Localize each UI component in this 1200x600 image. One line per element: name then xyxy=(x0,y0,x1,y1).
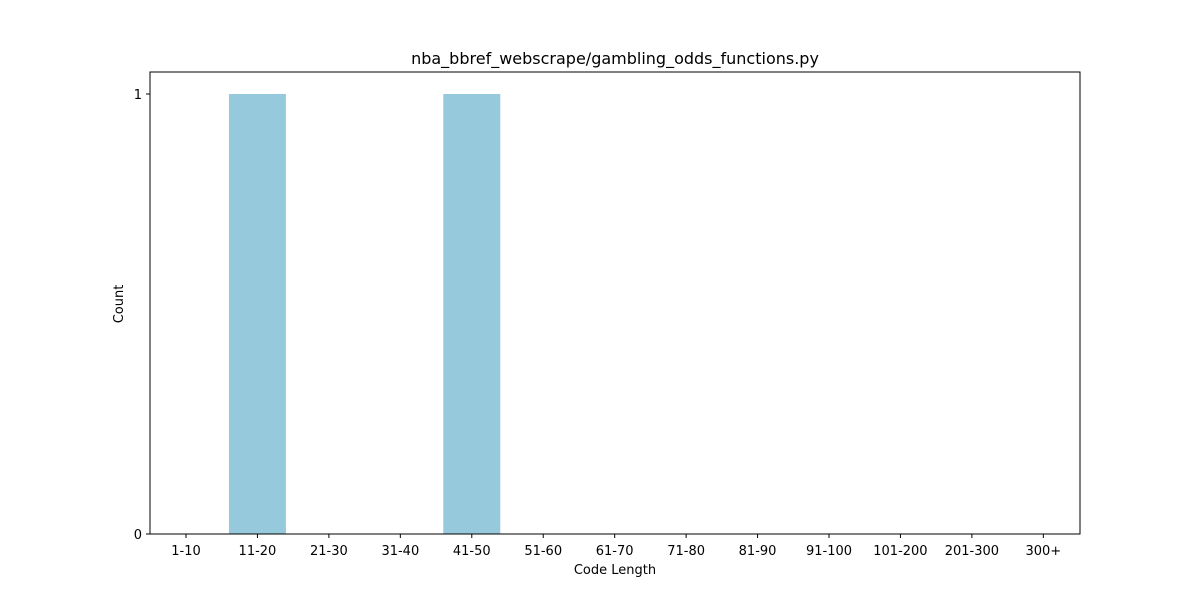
x-tick-label: 101-200 xyxy=(873,544,927,559)
plot-frame xyxy=(149,71,1081,535)
x-tick-label: 1-10 xyxy=(171,544,201,559)
x-axis: 1-10 11-20 21-30 31-40 41-50 51-60 61-70 71-80 8… xyxy=(171,534,1061,559)
y-tick-label: 1 xyxy=(134,88,142,103)
chart-title: nba_bbref_webscrape/gambling_odds_functi… xyxy=(411,49,819,69)
y-tick-label: 0 xyxy=(134,528,142,543)
y-axis-label: Count xyxy=(112,285,127,324)
x-tick-label: 51-60 xyxy=(524,544,562,559)
bar-41-50 xyxy=(443,94,501,534)
x-tick-label: 71-80 xyxy=(667,544,705,559)
bars-group xyxy=(228,94,501,534)
bar-11-20 xyxy=(228,94,286,534)
x-tick-label: 61-70 xyxy=(596,544,634,559)
x-tick-label: 81-90 xyxy=(739,544,777,559)
x-tick-label: 91-100 xyxy=(806,544,852,559)
x-tick-label: 201-300 xyxy=(945,544,999,559)
x-axis-label: Code Length xyxy=(574,563,656,578)
y-axis: 01 xyxy=(134,88,150,543)
x-tick-label: 11-20 xyxy=(239,544,277,559)
x-tick-label: 300+ xyxy=(1025,544,1061,559)
x-tick-label: 41-50 xyxy=(453,544,491,559)
x-tick-label: 31-40 xyxy=(381,544,419,559)
x-tick-label: 21-30 xyxy=(310,544,348,559)
